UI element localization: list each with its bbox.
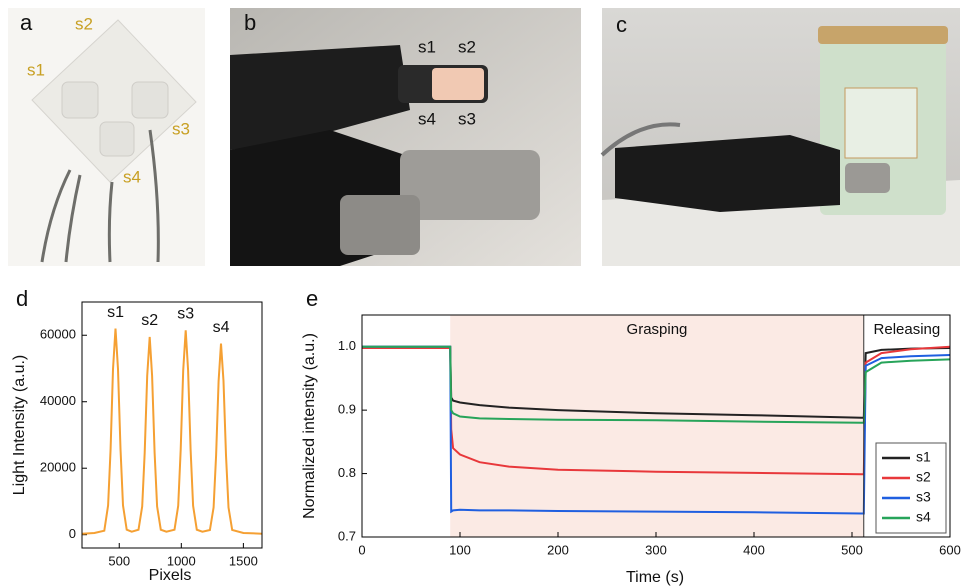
panel-label: b (244, 10, 256, 35)
sensor-label: s3 (172, 119, 190, 138)
y-tick-label: 40000 (40, 393, 76, 408)
sensor-label: s1 (27, 60, 45, 79)
peak-label: s4 (213, 319, 230, 336)
x-tick-label: 0 (358, 542, 365, 557)
y-axis-label: Light Intensity (a.u.) (11, 355, 28, 496)
x-tick-label: 1000 (167, 553, 196, 568)
x-tick-label: 600 (939, 542, 961, 557)
plot-frame (361, 314, 951, 538)
peak-label: s3 (177, 305, 194, 322)
legend-label: s4 (916, 509, 931, 525)
legend-box (875, 442, 947, 534)
x-axis-label: Pixels (149, 567, 192, 584)
sensor-label: s4 (418, 109, 436, 128)
series-line (362, 345, 951, 515)
series-line (362, 345, 951, 424)
panel-label: a (20, 10, 33, 35)
y-tick-label: 1.0 (338, 338, 356, 353)
peak-label: s1 (107, 304, 124, 321)
plot-frame (81, 301, 263, 549)
photo-a (8, 8, 205, 266)
span-label: Grasping (627, 321, 688, 338)
y-tick-label: 0.9 (338, 402, 356, 417)
x-axis-label: Time (s) (626, 569, 684, 586)
series-line (81, 328, 263, 535)
legend-label: s2 (916, 469, 931, 485)
x-tick-label: 300 (645, 542, 667, 557)
panel-label: c (616, 12, 627, 37)
photo-b (230, 8, 581, 266)
y-tick-label: 0.7 (338, 528, 356, 543)
legend-label: s1 (916, 449, 931, 465)
sensor-label: s2 (458, 37, 476, 56)
panel-label: d (16, 286, 28, 311)
sensor-label: s4 (123, 167, 141, 186)
x-tick-label: 500 (841, 542, 863, 557)
panel-label: e (306, 286, 318, 311)
sensor-label: s1 (418, 37, 436, 56)
sensor-label: s3 (458, 109, 476, 128)
x-tick-label: 200 (547, 542, 569, 557)
x-tick-label: 500 (108, 553, 130, 568)
photo-c (600, 8, 960, 266)
span (450, 315, 864, 537)
peak-label: s2 (141, 312, 158, 329)
y-tick-label: 60000 (40, 327, 76, 342)
y-tick-label: 0 (69, 526, 76, 541)
sensor-label: s2 (75, 14, 93, 33)
y-axis-label: Normalized intensity (a.u.) (301, 333, 318, 519)
y-tick-label: 0.8 (338, 465, 356, 480)
x-tick-label: 400 (743, 542, 765, 557)
x-tick-label: 1500 (229, 553, 258, 568)
span-label: Releasing (874, 321, 941, 338)
y-tick-label: 20000 (40, 460, 76, 475)
legend-label: s3 (916, 489, 931, 505)
x-tick-label: 100 (449, 542, 471, 557)
